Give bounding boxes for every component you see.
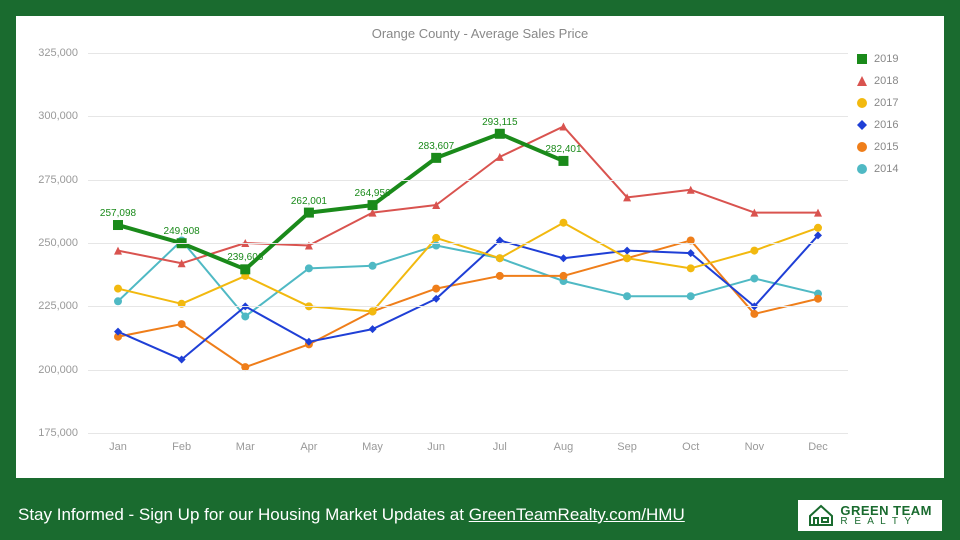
legend-item: 2015 [856,141,936,153]
gridline [88,53,848,54]
legend-marker-icon [856,119,868,131]
gridline [88,116,848,117]
y-axis-label: 175,000 [38,427,88,439]
chart-title: Orange County - Average Sales Price [16,16,944,45]
legend: 2019 2018 2017 2016 2015 2014 [856,53,936,185]
legend-label: 2018 [874,75,898,87]
legend-label: 2016 [874,119,898,131]
y-axis-label: 250,000 [38,237,88,249]
x-axis-label: Aug [554,433,574,453]
x-axis-label: Dec [808,433,828,453]
legend-label: 2014 [874,163,898,175]
footer-link[interactable]: GreenTeamRealty.com/HMU [469,505,685,524]
x-axis-label: Oct [682,433,699,453]
footer-prefix: Stay Informed - Sign Up for our Housing … [18,505,469,524]
data-point-label: 249,908 [164,226,200,237]
x-axis-label: Sep [617,433,637,453]
data-point-label: 282,401 [545,144,581,155]
legend-marker-icon [856,141,868,153]
y-axis-label: 325,000 [38,47,88,59]
gridline [88,433,848,434]
data-point-label: 283,607 [418,141,454,152]
legend-label: 2017 [874,97,898,109]
legend-marker-icon [856,75,868,87]
logo-text: GREEN TEAM R E A L T Y [840,504,932,527]
data-point-label: 264,956 [354,188,390,199]
gridline [88,243,848,244]
x-axis-label: Feb [172,433,191,453]
legend-item: 2018 [856,75,936,87]
footer-bar: Stay Informed - Sign Up for our Housing … [0,490,960,540]
legend-item: 2014 [856,163,936,175]
y-axis-label: 200,000 [38,364,88,376]
data-point-label: 262,001 [291,196,327,207]
chart-frame: Orange County - Average Sales Price 175,… [16,16,944,478]
y-axis-label: 225,000 [38,300,88,312]
legend-marker-icon [856,97,868,109]
y-axis-label: 300,000 [38,110,88,122]
data-point-label: 239,606 [227,252,263,263]
gridline [88,370,848,371]
x-axis-label: May [362,433,383,453]
legend-label: 2015 [874,141,898,153]
legend-item: 2016 [856,119,936,131]
footer-text: Stay Informed - Sign Up for our Housing … [18,505,685,525]
legend-label: 2019 [874,53,898,65]
x-axis-label: Nov [745,433,765,453]
brand-logo: GREEN TEAM R E A L T Y [798,500,942,531]
x-axis-label: Jun [427,433,445,453]
legend-item: 2017 [856,97,936,109]
gridline [88,180,848,181]
data-point-label: 257,098 [100,208,136,219]
logo-line2: R E A L T Y [840,517,932,527]
chart-body: 175,000 200,000 225,000 250,000 275,000 300,0… [16,45,944,465]
x-axis-label: Apr [300,433,317,453]
legend-item: 2019 [856,53,936,65]
x-axis-label: Jul [493,433,507,453]
data-point-label: 293,115 [482,117,517,128]
logo-line1: GREEN TEAM [840,504,932,517]
x-axis-label: Mar [236,433,255,453]
y-axis-label: 275,000 [38,174,88,186]
x-axis-label: Jan [109,433,127,453]
plot-area: 175,000200,000225,000250,000275,000300,0… [88,53,848,433]
gridline [88,306,848,307]
house-icon [808,504,834,526]
legend-marker-icon [856,53,868,65]
legend-marker-icon [856,163,868,175]
